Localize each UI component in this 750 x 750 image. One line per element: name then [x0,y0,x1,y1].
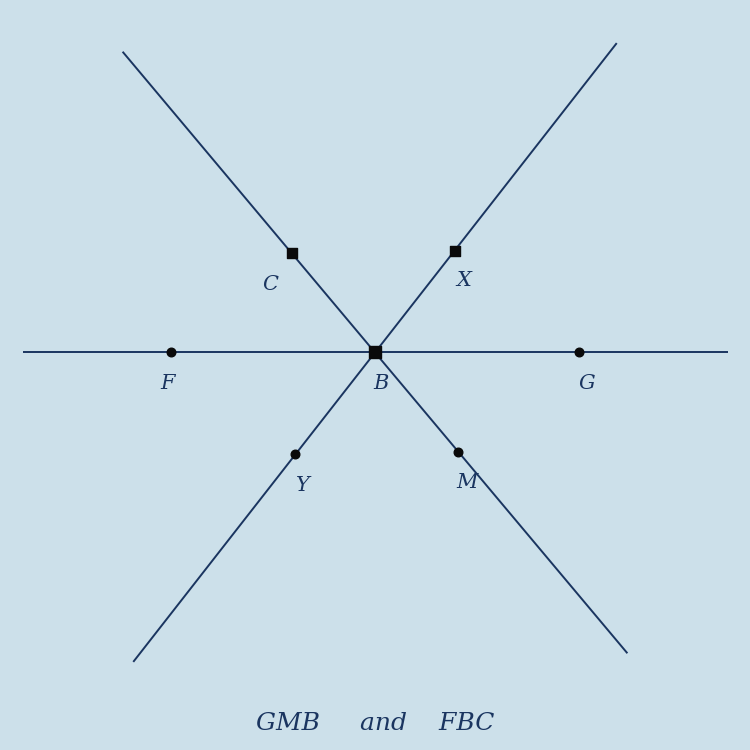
Point [448,244,460,256]
Text: F: F [160,374,175,394]
Text: G: G [578,374,595,394]
Point [573,346,585,358]
Point [286,248,298,259]
Text: M: M [457,473,478,493]
Point [290,448,302,460]
Point [165,346,177,358]
Point [452,446,464,458]
Text: X: X [457,271,472,290]
Text: Y: Y [296,476,310,495]
Point [369,346,381,358]
Text: GMB     and    FBC: GMB and FBC [256,712,494,735]
Text: C: C [262,275,278,295]
Text: B: B [374,374,389,394]
